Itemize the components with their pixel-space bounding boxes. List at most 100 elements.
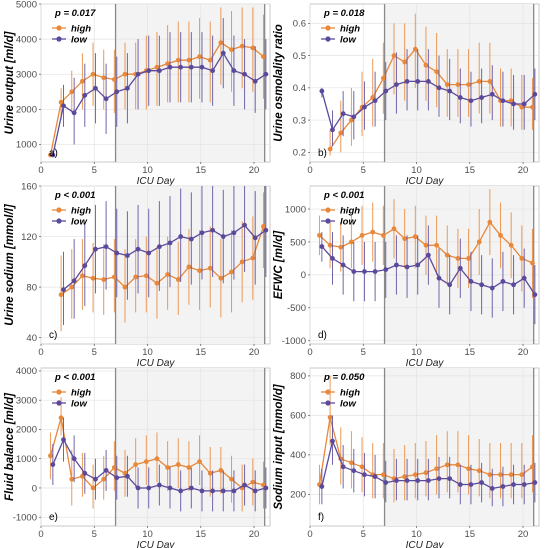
data-point-low [210,68,216,74]
data-point-low [103,96,109,102]
x-tick-label: 15 [195,165,206,176]
y-axis-label: EFWC [ml/d] [273,230,285,300]
y-tick-label: 3000 [16,70,37,81]
data-point-low [479,282,485,288]
data-point-low [425,478,431,483]
data-point-high [530,260,535,266]
data-point-high [154,280,160,286]
data-point-low [479,480,485,485]
data-point-low [383,88,389,94]
x-tick-label: 15 [195,529,206,540]
data-point-low [415,78,421,84]
data-point-low [372,98,378,104]
data-point-low [50,462,56,467]
legend-swatch-high [325,389,331,395]
y-tick-label: -500 [287,303,306,314]
x-tick-label: 15 [464,347,475,358]
data-point-high [122,71,128,77]
x-tick-label: 5 [361,165,366,176]
x-tick-label: 10 [142,529,153,540]
data-point-high [498,232,503,238]
data-point-low [330,256,335,261]
data-point-low [340,111,346,117]
data-point-low [362,104,367,110]
data-point-high [519,472,525,478]
shaded-region [384,368,534,526]
y-tick-label: 0.5 [293,51,306,62]
data-point-low [178,64,184,70]
x-axis-label: ICU Day [137,358,176,369]
data-point-high [111,77,117,82]
data-point-low [489,91,495,97]
data-point-low [511,282,516,288]
data-point-low [210,227,216,233]
data-point-high [476,468,482,474]
data-point-low [521,101,527,107]
data-point-low [135,246,141,252]
data-point-low [93,246,98,252]
data-point-low [125,473,130,479]
data-point-high [498,472,503,478]
data-point-high [402,236,408,242]
data-point-high [165,272,171,277]
shaded-region [115,4,265,162]
data-point-low [447,88,453,94]
data-point-high [359,232,365,238]
data-point-low [82,470,88,476]
panel-label: e) [49,512,58,523]
data-point-high [434,242,440,248]
legend-label-high: high [340,387,360,398]
data-point-high [487,78,493,84]
data-point-low [500,484,506,489]
legend-swatch-low [56,400,62,406]
x-axis-label: ICU Day [406,540,445,548]
data-point-low [220,488,226,494]
x-tick-label: 0 [307,529,312,540]
y-tick-label: 200 [290,490,306,501]
data-point-high [476,239,482,245]
x-tick-label: 5 [361,347,366,358]
data-point-low [231,488,237,494]
data-point-low [135,71,141,77]
data-point-high [391,53,397,58]
data-point-high [530,464,535,470]
data-point-low [468,98,474,104]
data-point-low [404,78,410,84]
y-tick-label: 500 [290,237,306,248]
data-point-low [93,85,98,91]
data-point-high [165,61,171,67]
data-point-high [58,292,64,298]
y-tick-label: 400 [290,450,306,461]
y-axis-label: Urine osmolality ratio [273,24,285,142]
data-point-low [231,68,237,74]
y-tick-label: 3000 [16,395,37,406]
data-point-high [380,472,386,478]
data-point-low [457,95,463,100]
legend-label-low: low [340,34,356,45]
x-tick-label: 20 [518,165,529,176]
y-tick-label: 0.2 [293,148,306,159]
x-tick-label: 10 [142,347,153,358]
data-point-low [415,262,421,268]
data-point-low [521,275,527,281]
data-point-high [261,224,266,229]
data-point-high [239,43,245,49]
y-tick-label: 0 [32,483,37,494]
data-point-low [61,103,66,109]
data-point-high [69,476,75,482]
data-point-high [487,219,493,225]
data-point-low [319,244,325,249]
data-point-high [412,46,418,52]
data-point-low [93,476,98,482]
legend-swatch-low [56,218,62,224]
data-point-high [154,456,160,462]
data-point-high [229,269,234,275]
data-point-high [455,256,461,261]
x-axis-label: ICU Day [406,358,445,369]
series-low [50,417,269,512]
data-point-low [351,269,357,274]
